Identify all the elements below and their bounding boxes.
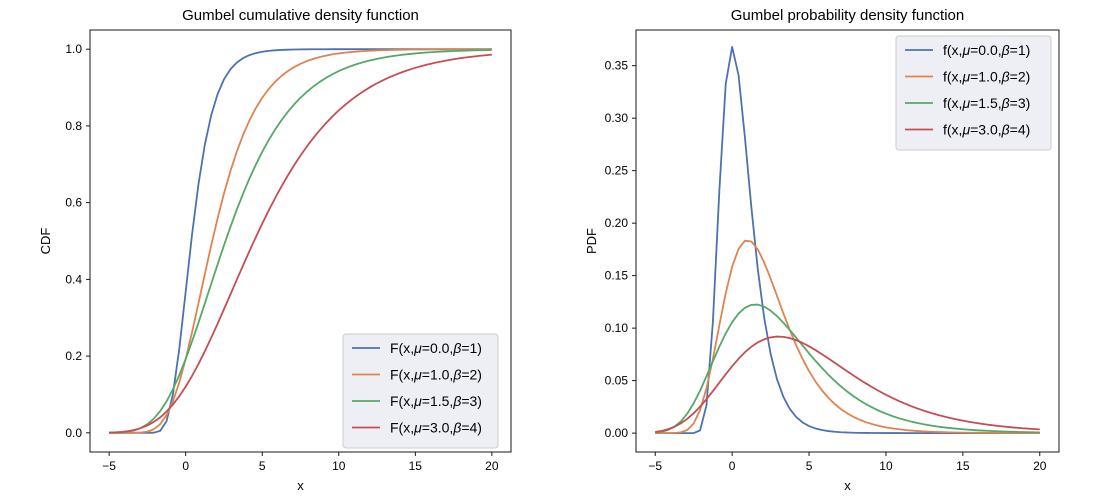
y-axis-label: CDF <box>38 228 53 255</box>
y-tick-label: 0.30 <box>605 111 629 125</box>
legend-label: F(x,μ=0.0,β=1) <box>390 340 482 356</box>
legend-label: F(x,μ=1.5,β=3) <box>390 393 482 409</box>
x-tick-label: 10 <box>879 459 893 473</box>
y-tick-label: 0.0 <box>65 426 82 440</box>
x-tick-label: 20 <box>485 459 499 473</box>
y-tick-label: 0.25 <box>605 164 629 178</box>
x-tick-label: −5 <box>648 459 662 473</box>
cdf-chart: Gumbel cumulative density function −5 0 5 10… <box>38 7 512 493</box>
y-tick-label: 0.2 <box>65 349 82 363</box>
legend: f(x,μ=0.0,β=1) f(x,μ=1.0,β=2) f(x,μ=1.5,β=… <box>895 35 1052 151</box>
legend-box <box>342 333 499 449</box>
chart-title: Gumbel cumulative density function <box>182 7 419 24</box>
plot-frame <box>635 29 1060 453</box>
y-tick-label: 1.0 <box>65 42 82 56</box>
legend-label: f(x,μ=1.0,β=2) <box>943 69 1030 85</box>
x-tick-label: 10 <box>332 459 346 473</box>
y-tick-label: 0.05 <box>605 374 629 388</box>
x-axis-label: x <box>844 478 851 493</box>
legend-label: f(x,μ=3.0,β=4) <box>943 122 1030 138</box>
legend-label: F(x,μ=1.0,β=2) <box>390 367 482 383</box>
chart-title: Gumbel probability density function <box>731 7 964 24</box>
y-tick-label: 0.10 <box>605 321 629 335</box>
x-tick-label: 5 <box>806 459 813 473</box>
y-tick-label: 0.15 <box>605 269 629 283</box>
y-tick-label: 0.20 <box>605 216 629 230</box>
y-tick-label: 0.35 <box>605 59 629 73</box>
y-tick-label: 0.6 <box>65 196 82 210</box>
x-tick-label: 20 <box>1033 459 1047 473</box>
x-axis-label: x <box>297 478 304 493</box>
legend-label: f(x,μ=1.5,β=3) <box>943 95 1030 111</box>
plot-frame <box>89 29 512 453</box>
x-tick-label: 5 <box>259 459 266 473</box>
series-line-2 <box>109 49 492 434</box>
pdf-chart: Gumbel probability density function −5 0 5 1… <box>584 7 1060 493</box>
series-line-3 <box>655 335 1040 433</box>
x-tick-label: 0 <box>729 459 736 473</box>
x-tick-label: −5 <box>102 459 116 473</box>
x-tick-label: 0 <box>182 459 189 473</box>
series-line-2 <box>655 303 1040 434</box>
series-line-1 <box>655 239 1040 435</box>
y-tick-label: 0.00 <box>605 426 629 440</box>
series-line-1 <box>109 48 492 434</box>
legend-label: F(x,μ=3.0,β=4) <box>390 420 482 436</box>
y-axis-label: PDF <box>584 228 599 254</box>
legend-label: f(x,μ=0.0,β=1) <box>943 42 1030 58</box>
x-tick-label: 15 <box>956 459 970 473</box>
series-line-3 <box>109 53 492 434</box>
y-tick-label: 0.8 <box>65 119 82 133</box>
legend-box <box>895 35 1052 151</box>
x-tick-label: 15 <box>409 459 423 473</box>
y-tick-label: 0.4 <box>65 272 82 286</box>
legend: F(x,μ=0.0,β=1) F(x,μ=1.0,β=2) F(x,μ=1.5,β=… <box>342 333 499 449</box>
